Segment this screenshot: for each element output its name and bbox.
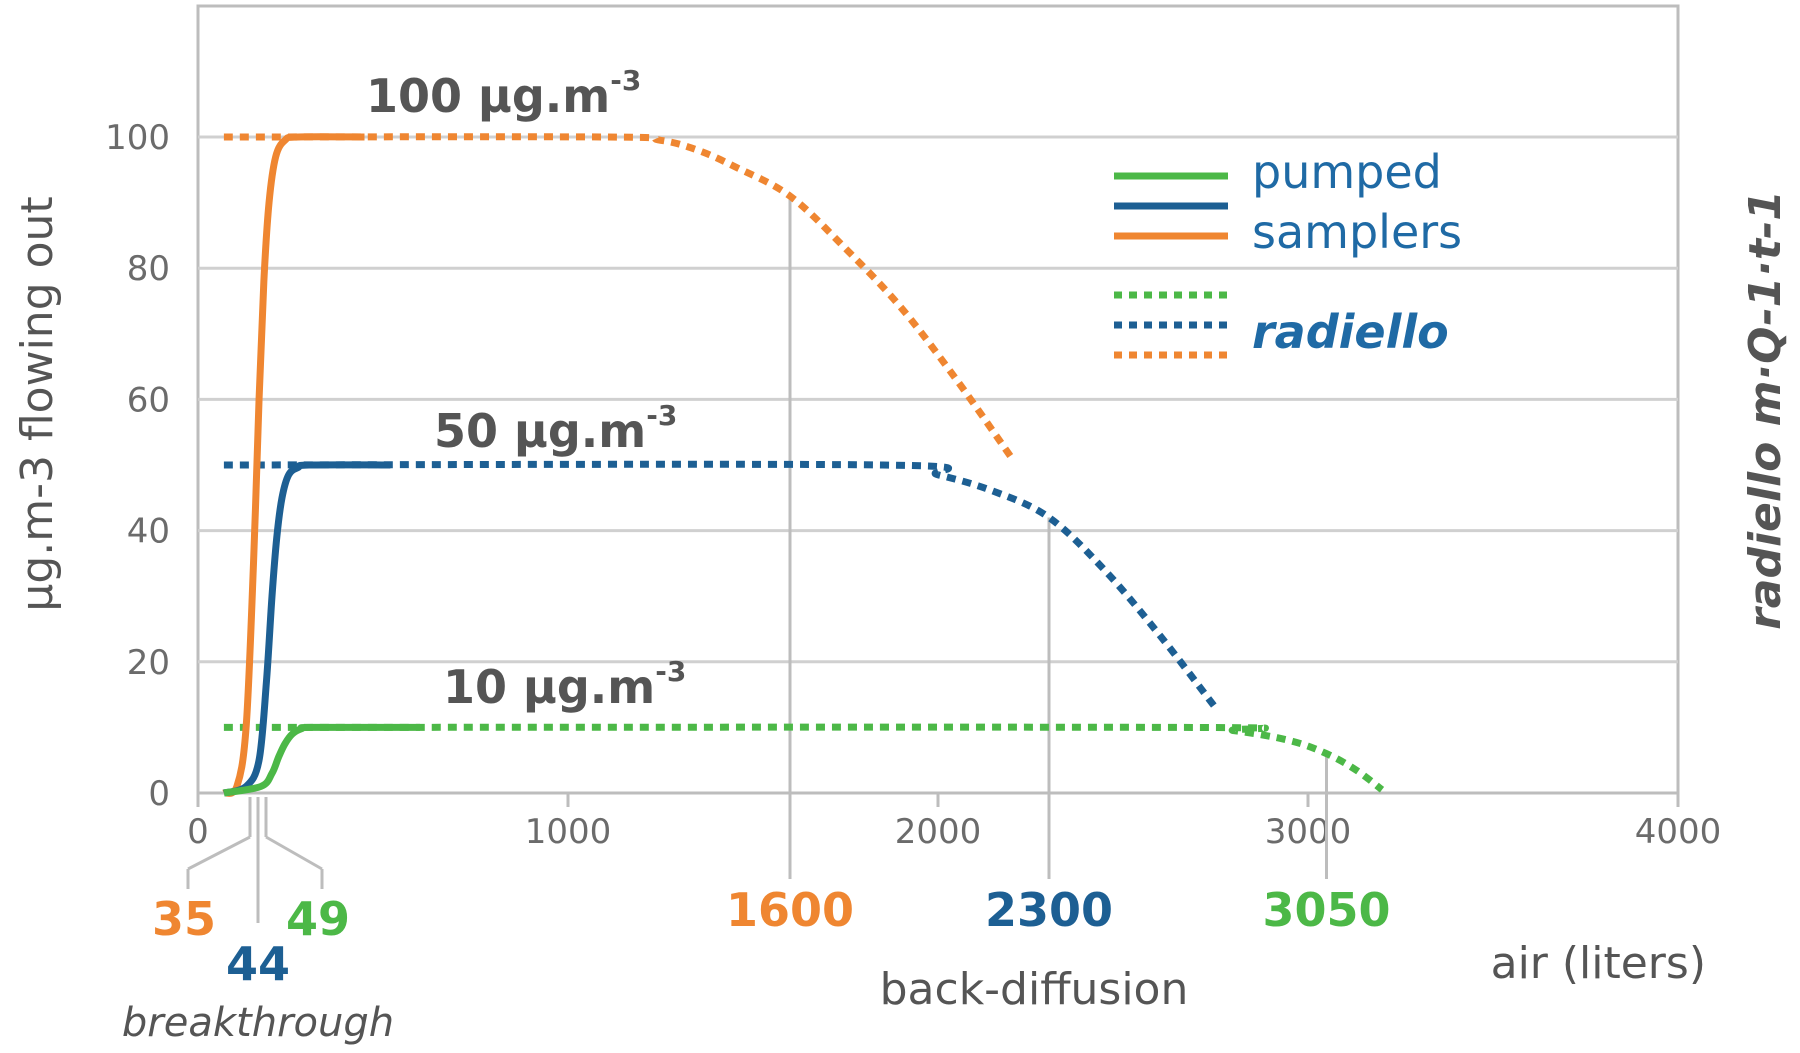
legend-label-radiello: radiello	[1252, 305, 1449, 359]
breakthrough-value-44: 44	[226, 937, 290, 991]
x-tick-3000: 3000	[1265, 812, 1352, 852]
grid	[196, 4, 1680, 795]
series-solid-blue	[222, 461, 391, 797]
y-tick-40: 40	[127, 512, 170, 552]
y-tick-0: 0	[148, 774, 170, 814]
breakthrough-guide-diag-49	[265, 835, 323, 871]
series-dotted-blue	[223, 460, 1219, 710]
y-tick-60: 60	[127, 380, 170, 420]
conc-label-50: 50 µg.m-3	[434, 399, 677, 458]
series-solid-orange	[222, 133, 365, 797]
y-tick-100: 100	[105, 118, 170, 158]
breakthrough-label: breakthrough	[122, 1000, 394, 1046]
breakthrough-value-35: 35	[152, 892, 216, 946]
series-dotted-green	[223, 723, 1385, 793]
y-tick-20: 20	[127, 643, 170, 683]
legend: pumped samplers radiello	[1114, 145, 1462, 359]
conc-label-100: 100 µg.m-3	[366, 64, 641, 123]
y2-axis-title: radiello m·Q-1·t-1	[1740, 190, 1791, 630]
x-tick-labels: 0 1000 2000 3000 4000	[187, 793, 1721, 852]
y-tick-labels: 0 20 40 60 80 100	[105, 118, 170, 814]
back-diffusion-label: back-diffusion	[880, 964, 1189, 1015]
series-dotted-orange	[223, 133, 1015, 461]
back-diffusion-value-1600: 1600	[726, 883, 854, 937]
conc-label-10: 10 µg.m-3	[443, 655, 686, 714]
marker-guide-lines	[186, 196, 1328, 923]
legend-label-samplers: samplers	[1252, 205, 1462, 259]
back-diffusion-value-2300: 2300	[985, 883, 1113, 937]
y-axis-title: µg.m-3 flowing out	[12, 196, 63, 611]
back-diffusion-value-3050: 3050	[1262, 883, 1390, 937]
series-lines	[222, 133, 1385, 797]
x-tick-4000: 4000	[1635, 812, 1722, 852]
x-tick-1000: 1000	[525, 812, 612, 852]
x-tick-0: 0	[187, 812, 209, 852]
series-solid-green	[223, 723, 421, 797]
x-tick-2000: 2000	[895, 812, 982, 852]
legend-label-pumped: pumped	[1252, 145, 1442, 199]
x-axis-title: air (liters)	[1491, 938, 1706, 989]
breakthrough-value-49: 49	[286, 892, 350, 946]
breakthrough-guide-diag-35	[187, 835, 251, 871]
y-tick-80: 80	[127, 249, 170, 289]
